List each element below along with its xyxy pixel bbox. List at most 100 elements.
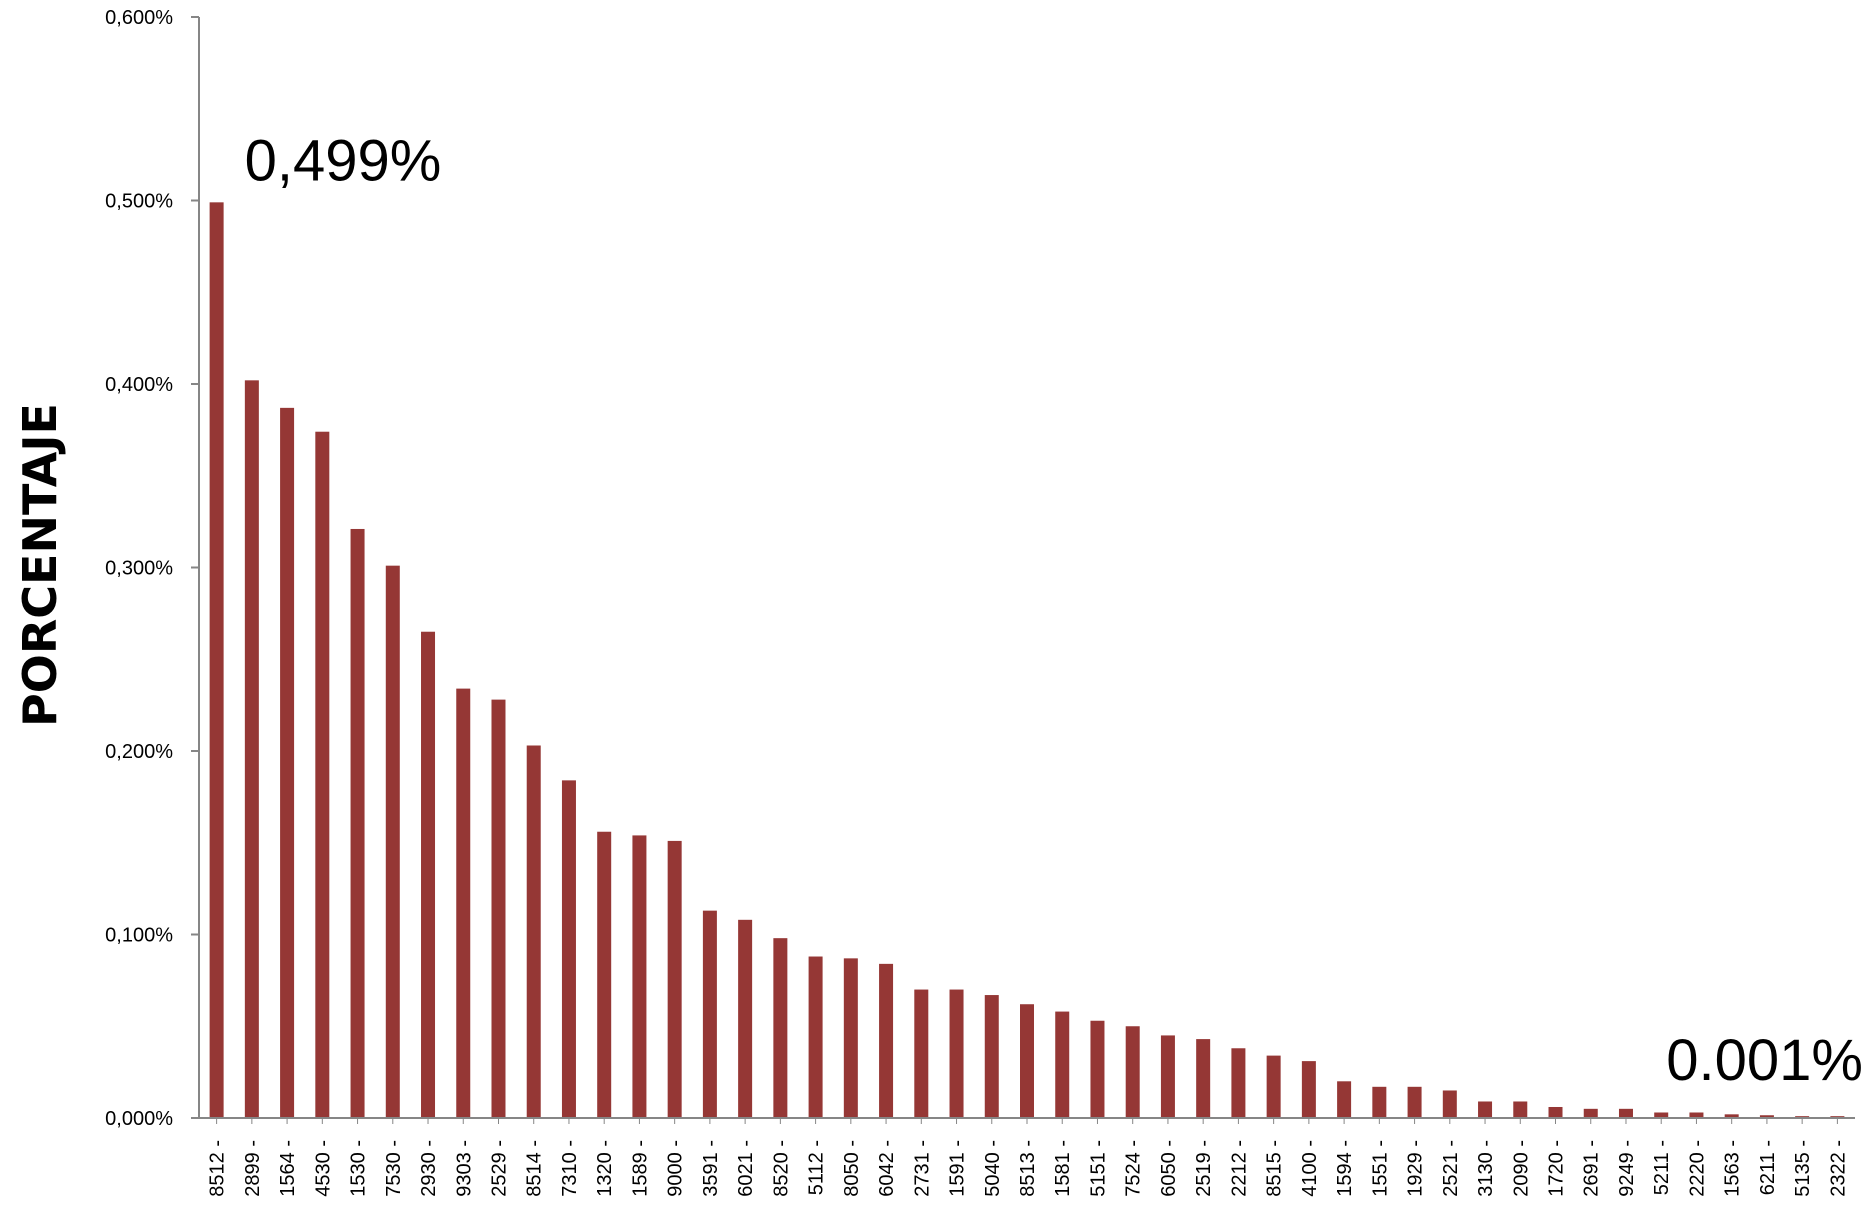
bar: [280, 407, 295, 1119]
annotations-group: 0,499% 0.001%: [245, 128, 1863, 1093]
x-tick-label: 9249 -: [1616, 1140, 1638, 1197]
x-axis-labels: 8512 - 2899 - 1564 - 4530 - 1530 - 7530 - 2930…: [207, 1118, 1849, 1197]
x-tick-label: 6211 -: [1757, 1140, 1779, 1195]
x-tick-label: 2212 -: [1228, 1140, 1250, 1197]
bar: [1407, 1086, 1422, 1118]
bar: [773, 938, 788, 1118]
x-tick-label: 1530 -: [348, 1140, 370, 1197]
bar: [315, 431, 330, 1119]
x-tick-label: 2090 -: [1510, 1140, 1532, 1197]
x-tick-label: 2220 -: [1686, 1140, 1708, 1197]
bar: [1724, 1114, 1739, 1118]
x-tick-label: 5211 -: [1651, 1140, 1673, 1195]
bar: [1196, 1039, 1211, 1118]
bar: [491, 699, 506, 1118]
bar: [1654, 1112, 1669, 1118]
bar: [808, 956, 823, 1118]
bar: [209, 202, 224, 1118]
y-axis-title: PORCENTAJE: [13, 403, 67, 727]
x-tick-label: 2521 -: [1440, 1140, 1462, 1197]
bar: [385, 565, 400, 1118]
value-annotation: 0.001%: [1666, 1028, 1863, 1093]
x-tick-label: 6021 -: [735, 1140, 757, 1197]
bar: [1231, 1048, 1246, 1118]
x-tick-label: 8515 -: [1264, 1140, 1286, 1197]
x-tick-label: 9303 -: [453, 1140, 475, 1197]
bar: [1090, 1020, 1105, 1118]
bar: [1337, 1081, 1352, 1118]
x-tick-label: 8512 -: [207, 1140, 229, 1197]
bar: [984, 995, 999, 1118]
x-tick-label: 7524 -: [1123, 1140, 1145, 1197]
bar: [1442, 1090, 1457, 1118]
x-tick-label: 1551 -: [1369, 1140, 1391, 1197]
x-tick-label: 9000 -: [665, 1140, 687, 1197]
y-tick-label: 0,500%: [105, 191, 173, 213]
y-tick-label: 0,200%: [105, 741, 173, 763]
x-tick-label: 1320 -: [594, 1140, 616, 1197]
bar: [1372, 1086, 1387, 1118]
x-tick-label: 4100 -: [1299, 1140, 1321, 1197]
bar: [1689, 1112, 1704, 1118]
x-tick-label: 2322 -: [1827, 1140, 1849, 1197]
bar: [879, 963, 894, 1118]
x-tick-label: 2899 -: [242, 1140, 264, 1197]
x-tick-label: 5151 -: [1087, 1140, 1109, 1197]
x-tick-label: 3591 -: [700, 1140, 722, 1197]
x-tick-label: 1589 -: [629, 1140, 651, 1197]
x-tick-label: 7310 -: [559, 1140, 581, 1197]
x-tick-label: 8514 -: [524, 1140, 546, 1197]
bar: [1301, 1061, 1316, 1118]
bar: [1548, 1106, 1563, 1118]
x-tick-label: 8520 -: [770, 1140, 792, 1197]
y-tick-label: 0,100%: [105, 925, 173, 947]
x-tick-label: 6042 -: [876, 1140, 898, 1197]
x-tick-label: 2731 -: [911, 1140, 933, 1197]
bar: [350, 528, 365, 1118]
bar: [1513, 1101, 1528, 1118]
x-tick-label: 1720 -: [1546, 1140, 1568, 1197]
bar: [1583, 1108, 1598, 1118]
x-tick-label: 5112 -: [806, 1140, 828, 1195]
value-annotation: 0,499%: [245, 128, 442, 193]
bar: [667, 840, 682, 1118]
x-tick-label: 7530 -: [383, 1140, 405, 1197]
bar: [1266, 1055, 1281, 1118]
bar: [632, 835, 647, 1118]
y-tick-label: 0,600%: [105, 7, 173, 29]
bar: [738, 919, 753, 1118]
x-tick-label: 1581 -: [1052, 1140, 1074, 1197]
x-tick-label: 1563 -: [1722, 1140, 1744, 1197]
x-tick-label: 2930 -: [418, 1140, 440, 1197]
bar: [561, 780, 576, 1118]
bar: [421, 631, 436, 1118]
bar: [702, 910, 717, 1118]
y-tick-label: 0,000%: [105, 1108, 173, 1130]
bar: [1618, 1108, 1633, 1118]
bar: [914, 989, 929, 1118]
x-tick-label: 1564 -: [277, 1140, 299, 1197]
bar: [1020, 1004, 1034, 1118]
x-tick-label: 3130 -: [1475, 1140, 1497, 1197]
bar: [843, 958, 858, 1118]
bar: [1160, 1035, 1175, 1118]
bar: [949, 989, 964, 1118]
bar: [1125, 1026, 1140, 1118]
y-axis-ticks: 0,000% 0,100% 0,200% 0,300% 0,400% 0,500% 0,60…: [105, 7, 199, 1130]
x-tick-label: 8050 -: [841, 1140, 863, 1197]
x-tick-label: 1594 -: [1334, 1140, 1356, 1197]
bar: [244, 380, 259, 1119]
x-tick-label: 2529 -: [488, 1140, 510, 1197]
x-tick-label: 5135 -: [1792, 1140, 1814, 1197]
x-tick-label: 1929 -: [1405, 1140, 1427, 1197]
bar: [597, 831, 612, 1118]
bar: [526, 745, 541, 1118]
y-tick-label: 0,400%: [105, 374, 173, 396]
bars-group: [209, 202, 1845, 1119]
x-tick-label: 6050 -: [1158, 1140, 1180, 1197]
bar: [1478, 1101, 1493, 1118]
x-tick-label: 2519 -: [1193, 1140, 1215, 1197]
bar: [1759, 1115, 1774, 1118]
